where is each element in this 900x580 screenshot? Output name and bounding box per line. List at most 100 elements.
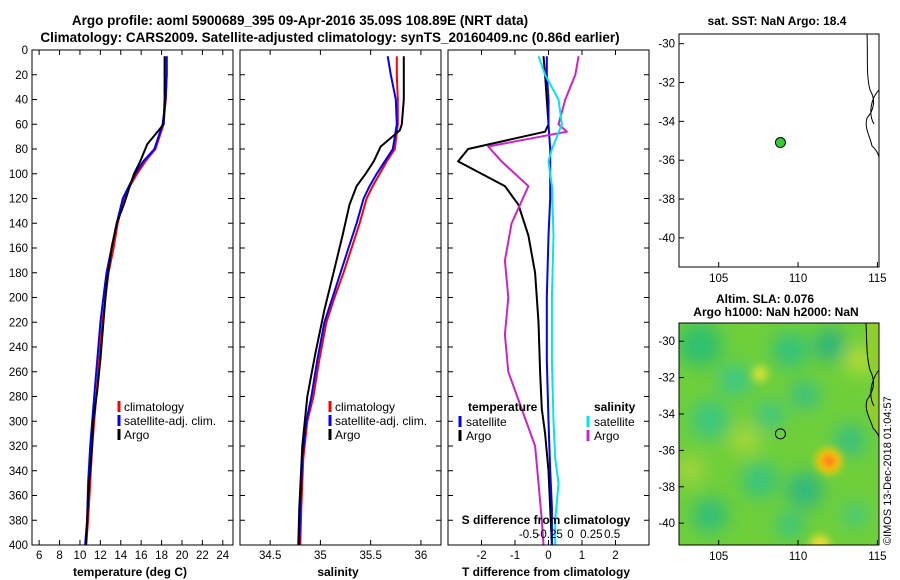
sst-xtick-label: 105 xyxy=(709,273,728,285)
difference-legend-temp-argo: Argo xyxy=(466,429,492,443)
sla-xtick-label: 110 xyxy=(789,551,807,563)
difference-xlabel-top: S difference from climatology xyxy=(462,513,631,527)
sla-ytick-label: -30 xyxy=(658,336,675,348)
temperature-axes-frame xyxy=(31,49,234,546)
temp-series-climatology xyxy=(85,56,168,546)
temp-xtick-label: 18 xyxy=(155,550,168,562)
temperature-legend-satellite: satellite-adj. clim. xyxy=(124,414,216,428)
difference-legend: temperature satellite Argo salinity sate… xyxy=(458,400,636,443)
difference-legend-sal-argo: Argo xyxy=(594,429,620,443)
sst-xtick-label: 110 xyxy=(789,273,807,285)
temperature-ytick-label: 0 xyxy=(22,45,28,57)
sst-map-title: sat. SST: NaN Argo: 18.4 xyxy=(708,14,847,28)
temp-xtick-label: 22 xyxy=(196,550,209,562)
difference-legend-sal-satellite: satellite xyxy=(594,415,635,429)
sal-series-climatology xyxy=(299,56,399,546)
sla-blob-warm xyxy=(826,458,832,464)
sst-map-panel: sat. SST: NaN Argo: 18.4 -30 -32 -34 -36 -38… xyxy=(658,14,886,285)
figure-title-line2: Climatology: CARS2009. Satellite-adjuste… xyxy=(40,30,619,45)
sst-argo-location-point xyxy=(774,137,786,149)
sla-blob xyxy=(772,332,808,368)
temp-xtick-label: 12 xyxy=(94,550,107,562)
temperature-ytick-label: 20 xyxy=(15,70,28,82)
sal-xtick-label: 34.5 xyxy=(259,550,281,562)
temperature-ytick-label: 40 xyxy=(15,95,28,107)
sla-blob xyxy=(692,497,728,533)
difference-s-tick-label: 0.25 xyxy=(580,529,602,541)
sla-blob xyxy=(679,323,722,367)
sst-ytick-label: -38 xyxy=(658,194,675,206)
temperature-ytick-label: 280 xyxy=(9,392,28,404)
temperature-ytick-label: 320 xyxy=(9,441,28,453)
diff-xtick-label: 2 xyxy=(612,550,618,562)
temperature-legend-climatology: climatology xyxy=(124,400,184,414)
salinity-panel: 34.5 35 35.5 36 salinity climatology satell… xyxy=(239,49,442,579)
sst-map-frame xyxy=(678,33,880,268)
temp-xtick-label: 6 xyxy=(36,550,42,562)
sla-blob-warm xyxy=(752,366,768,382)
temperature-ytick-label: 360 xyxy=(9,491,28,503)
difference-s-tick-label: 0.5 xyxy=(604,529,620,541)
sla-blob-warm xyxy=(810,535,830,545)
temp-xtick-label: 14 xyxy=(114,550,127,562)
sal-series-argo xyxy=(297,56,405,546)
difference-legend-temperature-title: temperature xyxy=(468,400,538,414)
imos-stamp: ©IMOS 13-Dec-2018 01:04:57 xyxy=(882,396,894,545)
sla-ytick-label: -32 xyxy=(658,373,675,385)
sal-series-satellite-adj-clim- xyxy=(298,56,398,546)
salinity-legend-argo: Argo xyxy=(335,428,361,442)
sal-xtick-label: 35.5 xyxy=(359,550,381,562)
temperature-ytick-label: 100 xyxy=(9,169,28,181)
sla-ytick-label: -34 xyxy=(658,409,675,421)
figure-title-line1: Argo profile: aoml 5900689_395 09-Apr-20… xyxy=(72,13,528,28)
sla-blob xyxy=(834,424,866,456)
diff-xtick-label: 1 xyxy=(579,550,585,562)
temperature-ytick-label: 380 xyxy=(9,515,28,527)
sla-blob xyxy=(787,472,823,508)
temp-xtick-label: 16 xyxy=(135,550,148,562)
sla-map-title: Altim. SLA: 0.076 xyxy=(716,292,814,306)
sla-argo-location-point xyxy=(774,428,786,440)
sst-ytick-label: -36 xyxy=(658,155,675,167)
sla-ytick-label: -36 xyxy=(658,445,675,457)
sst-ytick-label: -40 xyxy=(658,233,675,245)
sla-xtick-label: 105 xyxy=(709,551,728,563)
temp-xtick-label: 10 xyxy=(74,550,87,562)
sla-ytick-label: -40 xyxy=(658,518,675,530)
salinity-legend-climatology: climatology xyxy=(335,400,395,414)
diff-series-temperature-satellite xyxy=(545,56,553,545)
sla-map-frame xyxy=(678,322,880,546)
temperature-ytick-label: 140 xyxy=(9,218,28,230)
temperature-legend: climatology satellite-adj. clim. Argo xyxy=(117,400,216,442)
sst-ytick-label: -34 xyxy=(658,116,675,128)
sst-ytick-label: -30 xyxy=(658,39,675,51)
sla-blob xyxy=(791,381,819,409)
sla-xtick-label: 115 xyxy=(868,551,886,563)
temperature-ytick-label: 260 xyxy=(9,367,28,379)
temperature-legend-argo: Argo xyxy=(124,428,150,442)
sla-blob xyxy=(742,462,778,498)
temp-xtick-label: 24 xyxy=(216,550,229,562)
temperature-ytick-label: 160 xyxy=(9,243,28,255)
difference-s-tick-label: -0.25 xyxy=(537,529,563,541)
sla-map-panel: Altim. SLA: 0.076 Argo h1000: NaN h2000:… xyxy=(658,292,894,563)
temperature-ytick-label: 80 xyxy=(15,144,28,156)
diff-xtick-label: 0 xyxy=(545,550,551,562)
temp-series-satellite-adj-clim- xyxy=(84,56,168,546)
sst-map-coastline xyxy=(865,33,880,159)
temperature-ytick-label: 340 xyxy=(9,466,28,478)
sla-blob xyxy=(731,426,759,454)
temp-series-argo xyxy=(85,56,166,546)
diff-series-salinity-satellite xyxy=(537,55,563,545)
temp-xtick-label: 20 xyxy=(176,550,189,562)
diff-xtick-label: -1 xyxy=(510,550,520,562)
temperature-xlabel: temperature (deg C) xyxy=(73,565,187,579)
sla-map-coastline xyxy=(865,323,879,439)
temperature-ytick-label: 240 xyxy=(9,342,28,354)
sla-heatmap xyxy=(679,323,879,545)
temperature-ytick-label: 120 xyxy=(9,194,28,206)
salinity-axes-frame xyxy=(239,49,442,546)
salinity-legend: climatology satellite-adj. clim. Argo xyxy=(328,400,427,442)
sla-blob xyxy=(814,329,846,361)
